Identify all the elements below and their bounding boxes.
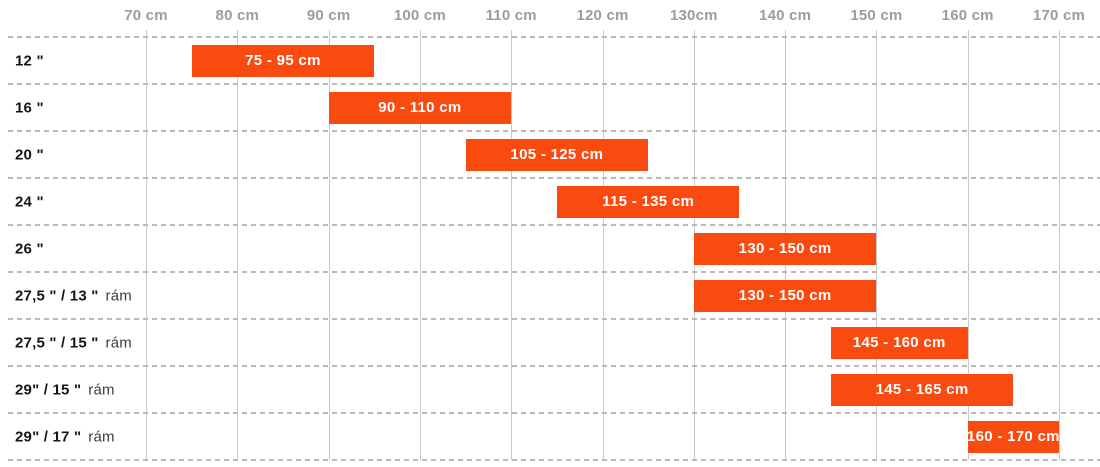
vertical-gridline	[237, 30, 239, 460]
bar-range-label: 90 - 110 cm	[378, 99, 462, 116]
size-range-bar: 130 - 150 cm	[693, 279, 877, 312]
row-label: 29" / 15 " rám	[15, 381, 115, 398]
row-divider-line	[8, 36, 1100, 38]
row-label: 20 "	[15, 146, 44, 163]
bar-range-label: 160 - 170 cm	[966, 428, 1060, 445]
wheel-size-label: 29" / 15 "	[15, 381, 82, 398]
vertical-gridline	[511, 30, 513, 460]
row-divider-line	[8, 177, 1100, 179]
vertical-gridline	[328, 30, 330, 460]
vertical-gridline	[876, 30, 878, 460]
wheel-size-label: 20 "	[15, 146, 44, 163]
bar-range-label: 75 - 95 cm	[245, 52, 321, 69]
bar-range-label: 105 - 125 cm	[510, 146, 604, 163]
wheel-size-label: 29" / 17 "	[15, 428, 82, 445]
wheel-size-label: 16 "	[15, 99, 44, 116]
bar-range-label: 130 - 150 cm	[738, 287, 832, 304]
frame-size-suffix: rám	[105, 287, 132, 304]
size-range-bar: 75 - 95 cm	[191, 44, 375, 77]
bar-range-label: 145 - 165 cm	[875, 381, 969, 398]
x-axis-tick-label: 140 cm	[759, 7, 812, 24]
x-axis-tick-label: 160 cm	[941, 7, 994, 24]
vertical-gridline	[967, 30, 969, 460]
size-range-bar: 90 - 110 cm	[328, 91, 512, 124]
bar-range-label: 145 - 160 cm	[852, 334, 946, 351]
size-range-bar: 145 - 160 cm	[830, 326, 968, 359]
bar-range-label: 115 - 135 cm	[602, 193, 695, 210]
vertical-gridline	[419, 30, 421, 460]
row-divider-line	[8, 459, 1100, 461]
x-axis-tick-label: 90 cm	[306, 7, 351, 24]
row-label: 27,5 " / 15 " rám	[15, 334, 132, 351]
bar-range-label: 130 - 150 cm	[738, 240, 832, 257]
row-label: 16 "	[15, 99, 44, 116]
x-axis-tick-label: 70 cm	[124, 7, 168, 24]
row-divider-line	[8, 130, 1100, 132]
x-axis-tick-label: 80 cm	[215, 7, 260, 24]
x-axis-tick-label: 150 cm	[850, 7, 903, 24]
size-range-bar: 145 - 165 cm	[830, 373, 1014, 406]
frame-size-suffix: rám	[105, 334, 132, 351]
row-divider-line	[8, 318, 1100, 320]
vertical-gridline	[146, 30, 147, 460]
wheel-size-label: 24 "	[15, 193, 44, 210]
row-label: 12 "	[15, 52, 44, 69]
wheel-size-label: 27,5 " / 15 "	[15, 334, 99, 351]
row-label: 27,5 " / 13 " rám	[15, 287, 132, 304]
x-axis-tick-label: 100 cm	[393, 7, 446, 24]
x-axis-tick-label: 110 cm	[485, 7, 537, 24]
wheel-size-label: 12 "	[15, 52, 44, 69]
row-divider-line	[8, 365, 1100, 367]
row-label: 29" / 17 " rám	[15, 428, 115, 445]
vertical-gridline	[602, 30, 604, 460]
row-label: 24 "	[15, 193, 44, 210]
row-divider-line	[8, 83, 1100, 85]
x-axis-tick-label: 170 cm	[1032, 7, 1086, 24]
vertical-gridline	[1059, 30, 1060, 460]
size-range-bar: 115 - 135 cm	[556, 185, 740, 218]
wheel-size-label: 27,5 " / 13 "	[15, 287, 99, 304]
x-axis-tick-label: 130cm	[669, 7, 718, 24]
row-divider-line	[8, 412, 1100, 414]
size-range-bar: 105 - 125 cm	[465, 138, 649, 171]
wheel-size-label: 26 "	[15, 240, 44, 257]
frame-size-suffix: rám	[88, 428, 115, 445]
row-divider-line	[8, 224, 1100, 226]
row-label: 26 "	[15, 240, 44, 257]
size-range-bar: 160 - 170 cm	[966, 420, 1060, 453]
size-range-bar: 130 - 150 cm	[693, 232, 877, 265]
row-divider-line	[8, 271, 1100, 273]
frame-size-suffix: rám	[88, 381, 115, 398]
x-axis-tick-label: 120 cm	[576, 7, 629, 24]
